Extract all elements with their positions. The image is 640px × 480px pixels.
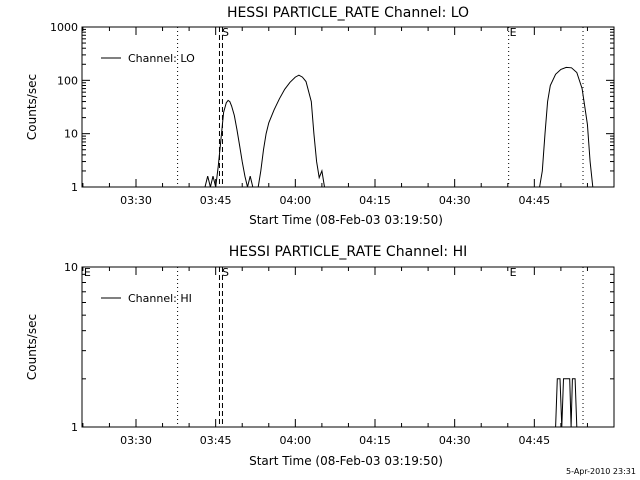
end-marker-label: E xyxy=(510,266,517,279)
chart-title: HESSI PARTICLE_RATE Channel: HI xyxy=(229,244,467,260)
x-tick-label: 04:00 xyxy=(279,194,311,207)
panel-hi-channel: HESSI PARTICLE_RATE Channel: HI Counts/s… xyxy=(25,244,615,468)
x-tick-label: 04:30 xyxy=(439,194,471,207)
series-line-segment xyxy=(257,74,325,188)
footer-date: 5-Apr-2010 23:31 xyxy=(566,467,636,476)
x-axis-label: Start Time (08-Feb-03 03:19:50) xyxy=(249,454,443,468)
reference-lines xyxy=(177,267,584,427)
data-series xyxy=(204,66,594,188)
series-line-segment xyxy=(539,66,594,188)
series-line-segment xyxy=(555,378,578,428)
data-series xyxy=(555,378,578,428)
end-marker-label: E xyxy=(510,26,517,39)
y-tick-label: 100 xyxy=(57,74,78,87)
start-marker-label: S xyxy=(222,266,229,279)
end-marker-label: E xyxy=(84,266,91,279)
y-tick-label: 10 xyxy=(64,128,78,141)
y-tick-labels: 1 10 100 1000 xyxy=(50,21,78,194)
legend: Channel: LO xyxy=(101,52,195,65)
x-tick-label: 04:45 xyxy=(518,434,550,447)
x-tick-labels: 03:30 03:45 04:00 04:15 04:30 04:45 xyxy=(120,194,550,207)
axis-ticks xyxy=(82,266,614,428)
reference-lines xyxy=(177,27,584,187)
y-tick-label: 1000 xyxy=(50,21,78,34)
x-tick-label: 04:45 xyxy=(518,194,550,207)
x-tick-label: 04:15 xyxy=(359,434,391,447)
plot-frame xyxy=(81,266,615,428)
x-tick-label: 03:30 xyxy=(120,434,152,447)
legend: Channel: HI xyxy=(101,292,192,305)
x-tick-label: 03:45 xyxy=(200,434,232,447)
start-marker-label: S xyxy=(222,26,229,39)
x-tick-label: 04:30 xyxy=(439,434,471,447)
legend-entry: Channel: LO xyxy=(128,52,195,65)
y-axis-label: Counts/sec xyxy=(25,314,39,380)
axis-ticks xyxy=(82,26,614,188)
y-tick-label: 1 xyxy=(71,181,78,194)
x-tick-labels: 03:30 03:45 04:00 04:15 04:30 04:45 xyxy=(120,434,550,447)
x-tick-label: 03:30 xyxy=(120,194,152,207)
plot-frame xyxy=(81,26,615,188)
y-axis-label: Counts/sec xyxy=(25,74,39,140)
x-tick-label: 04:15 xyxy=(359,194,391,207)
y-tick-label: 10 xyxy=(64,261,78,274)
y-tick-labels: 1 10 xyxy=(64,261,78,434)
series-line-segment xyxy=(204,99,254,188)
x-tick-label: 04:00 xyxy=(279,434,311,447)
panel-lo-channel: HESSI PARTICLE_RATE Channel: LO Counts/s… xyxy=(25,5,615,227)
x-tick-label: 03:45 xyxy=(200,194,232,207)
legend-entry: Channel: HI xyxy=(128,292,192,305)
x-axis-label: Start Time (08-Feb-03 03:19:50) xyxy=(249,213,443,227)
chart-title: HESSI PARTICLE_RATE Channel: LO xyxy=(227,5,469,21)
y-tick-label: 1 xyxy=(71,421,78,434)
